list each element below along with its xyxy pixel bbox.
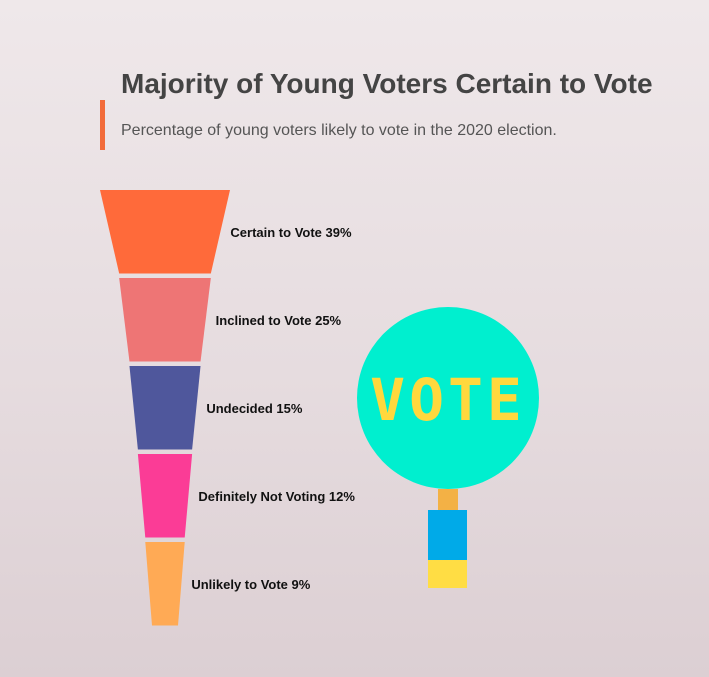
funnel-label-2: Inclined to Vote 25% [216,313,342,328]
chart-subtitle: Percentage of young voters likely to vot… [121,122,557,139]
funnel-segment-4 [137,454,193,538]
vote-sign-illustration: VOTE [357,307,539,588]
vote-sign-text: VOTE [370,366,526,434]
funnel-segment-3 [129,366,201,450]
funnel-segment-2 [119,278,211,362]
vote-sign-handle [428,510,467,560]
vote-sign-handle-base [428,560,467,588]
funnel-label-1: Certain to Vote 39% [230,225,352,240]
vote-sign-circle [357,307,539,489]
vote-sign-stick [438,489,458,511]
funnel-segment-1 [100,190,230,274]
funnel-label-3: Undecided 15% [206,401,303,416]
funnel-label-5: Unlikely to Vote 9% [191,577,310,592]
funnel-segment-5 [145,542,185,626]
funnel-label-4: Definitely Not Voting 12% [198,489,355,504]
chart-title: Majority of Young Voters Certain to Vote [121,68,653,99]
title-accent-bar [100,100,105,150]
